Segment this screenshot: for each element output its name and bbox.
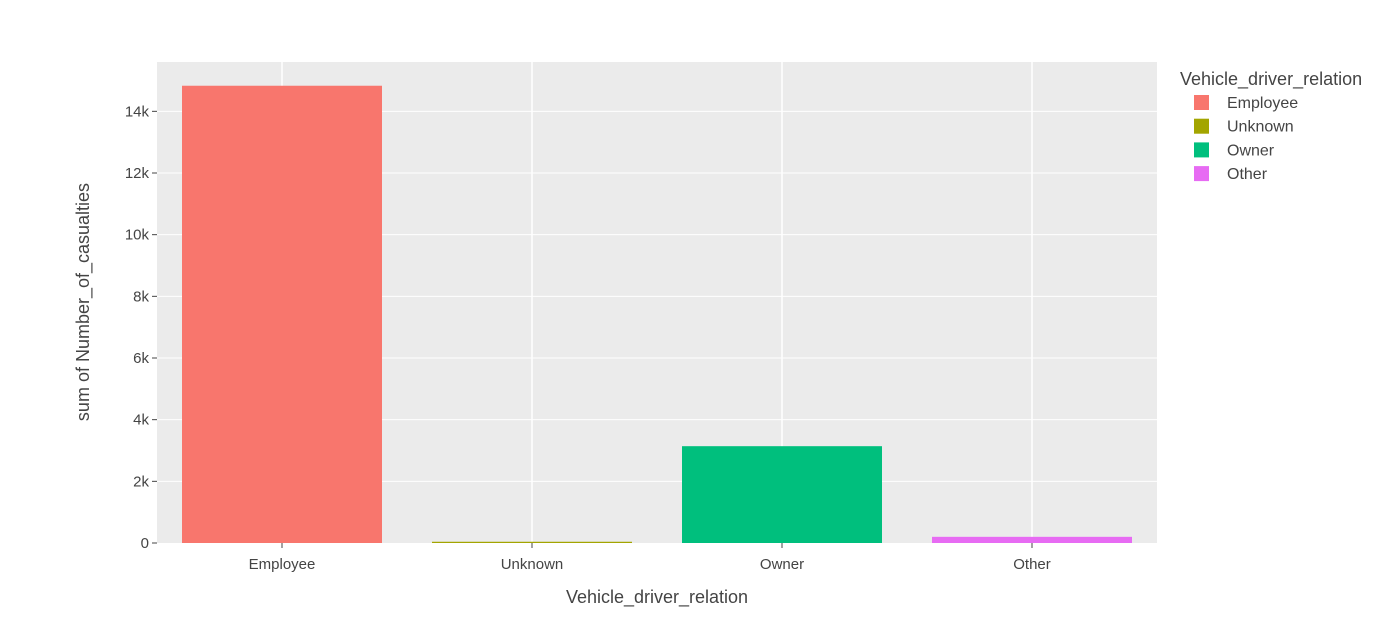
y-tick-label: 8k: [133, 288, 149, 305]
legend-label-owner[interactable]: Owner: [1227, 142, 1275, 159]
y-tick-label: 14k: [125, 103, 150, 120]
bars: [182, 85, 1132, 543]
legend-swatch-unknown: [1194, 118, 1209, 134]
y-tick-label: 0: [141, 535, 149, 552]
x-tick-label: Employee: [249, 556, 316, 573]
x-tick-label: Other: [1013, 556, 1051, 573]
bar-other[interactable]: [932, 536, 1132, 543]
legend-swatch-other: [1194, 166, 1209, 182]
legend-label-other[interactable]: Other: [1227, 166, 1268, 183]
legend-swatch-owner: [1194, 142, 1209, 158]
bar-employee[interactable]: [182, 85, 382, 543]
x-axis-title: Vehicle_driver_relation: [566, 587, 748, 608]
y-tick-label: 2k: [133, 473, 149, 490]
y-tick-label: 6k: [133, 350, 149, 367]
x-axis: Employee Unknown Owner Other: [249, 543, 1051, 573]
y-tick-label: 10k: [125, 227, 150, 244]
y-axis: 0 2k 4k 6k 8k 10k 12k 14k: [125, 103, 157, 552]
legend-label-employee[interactable]: Employee: [1227, 95, 1298, 112]
y-axis-title: sum of Number_of_casualties: [73, 183, 94, 421]
x-tick-label: Owner: [760, 556, 804, 573]
legend[interactable]: Vehicle_driver_relation Employee Unknown O…: [1180, 69, 1362, 183]
y-tick-label: 4k: [133, 412, 149, 429]
bar-unknown[interactable]: [432, 541, 632, 543]
legend-swatch-employee: [1194, 95, 1209, 110]
y-tick-label: 12k: [125, 165, 150, 182]
bar-owner[interactable]: [682, 446, 882, 543]
x-tick-label: Unknown: [501, 556, 564, 573]
legend-title: Vehicle_driver_relation: [1180, 69, 1362, 90]
legend-label-unknown[interactable]: Unknown: [1227, 119, 1294, 136]
